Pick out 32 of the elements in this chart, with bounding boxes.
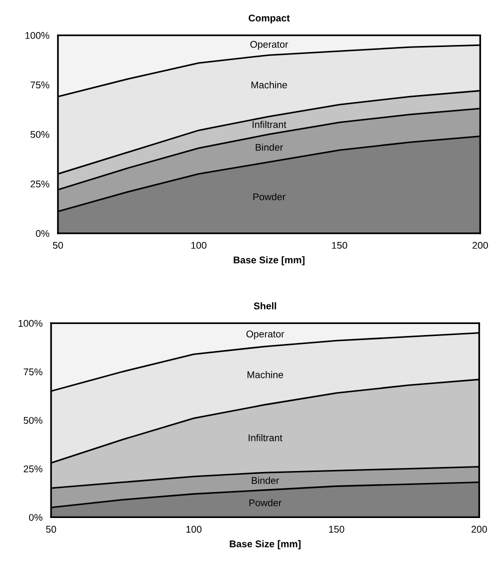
x-tick-label: 100 (191, 242, 206, 249)
x-tick-label: 100 (186, 526, 202, 533)
y-tick-label: 100% (25, 32, 50, 39)
y-tick-label: 75% (24, 368, 42, 376)
series-label: Operator (250, 40, 288, 50)
x-tick-label: 50 (52, 242, 63, 249)
x-tick-label: 200 (472, 526, 487, 533)
y-tick-label: 100% (18, 320, 42, 327)
y-tick-label: 0% (29, 514, 42, 521)
y-tick-label: 50% (30, 131, 50, 138)
series-label: Infiltrant (248, 434, 282, 442)
series-label: Binder (256, 144, 283, 151)
y-tick-label: 25% (30, 180, 50, 188)
series-label: Infiltrant (252, 120, 286, 128)
series-label: Powder (253, 193, 286, 200)
x-axis-title: Base Size [mm] (234, 256, 304, 266)
x-axis-title: Base Size [mm] (230, 540, 301, 550)
chart-title: Compact (248, 14, 290, 24)
x-tick-label: 150 (332, 242, 348, 249)
chart-title: Shell (254, 302, 276, 310)
series-label: Machine (251, 81, 288, 88)
x-tick-label: 50 (46, 526, 56, 533)
x-tick-label: 150 (329, 526, 344, 533)
y-tick-label: 25% (24, 465, 42, 472)
series-label: Machine (248, 371, 284, 378)
y-tick-label: 75% (30, 82, 50, 88)
series-label: Operator (246, 330, 284, 340)
x-tick-label: 200 (472, 242, 488, 249)
y-tick-label: 0% (36, 230, 50, 237)
series-label: Binder (252, 476, 280, 484)
series-label: Powder (249, 499, 282, 506)
y-tick-label: 50% (24, 416, 42, 424)
